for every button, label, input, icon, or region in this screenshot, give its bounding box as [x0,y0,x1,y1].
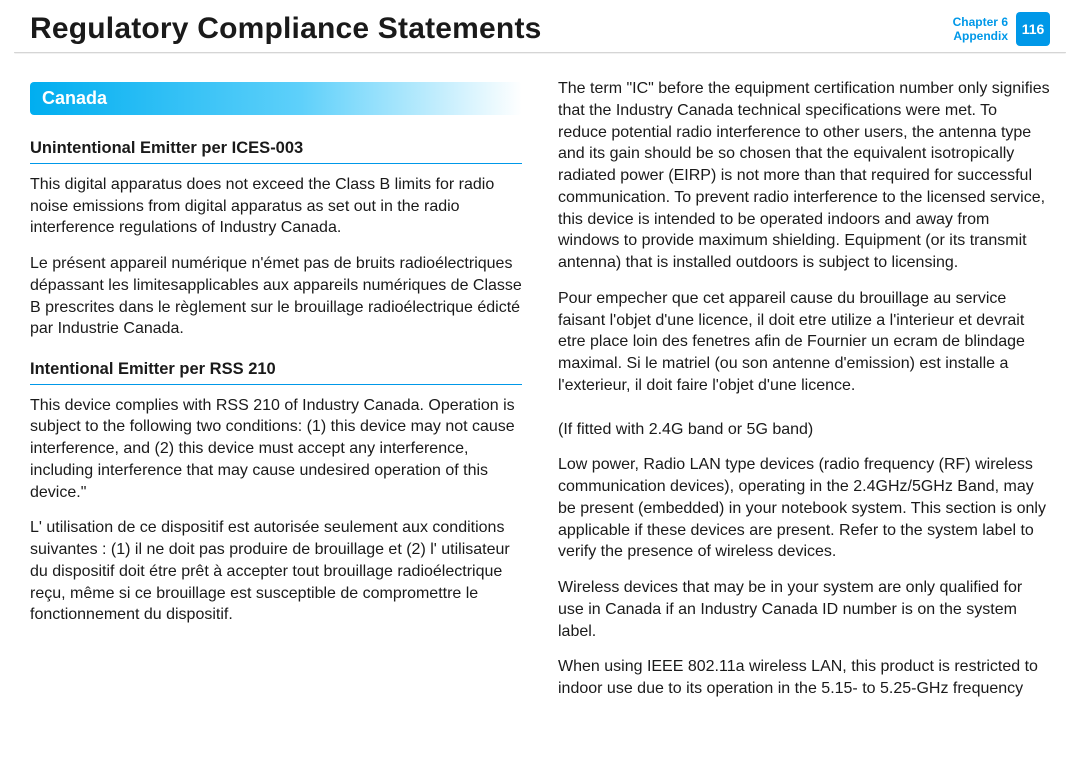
subheading-rss210: Intentional Emitter per RSS 210 [30,358,522,384]
paragraph: (If fitted with 2.4G band or 5G band) [558,419,1050,441]
paragraph: The term "IC" before the equipment certi… [558,78,1050,274]
chapter-line-2: Appendix [953,29,1008,43]
paragraph: When using IEEE 802.11a wireless LAN, th… [558,656,1050,700]
paragraph: This device complies with RSS 210 of Ind… [30,395,522,504]
paragraph: L' utilisation de ce dispositif est auto… [30,517,522,626]
paragraph: Pour empecher que cet appareil cause du … [558,288,1050,397]
page-header: Regulatory Compliance Statements Chapter… [0,0,1080,46]
left-column: Canada Unintentional Emitter per ICES-00… [30,82,522,714]
paragraph: Wireless devices that may be in your sys… [558,577,1050,642]
paragraph: Low power, Radio LAN type devices (radio… [558,454,1050,563]
right-column: The term "IC" before the equipment certi… [558,82,1050,714]
chapter-line-1: Chapter 6 [953,15,1008,29]
section-banner-canada: Canada [30,82,522,115]
page-number-badge: 116 [1016,12,1050,46]
paragraph: This digital apparatus does not exceed t… [30,174,522,239]
paragraph: Le présent appareil numérique n'émet pas… [30,253,522,340]
content-columns: Canada Unintentional Emitter per ICES-00… [0,54,1080,714]
chapter-text: Chapter 6 Appendix [953,15,1008,44]
chapter-indicator: Chapter 6 Appendix 116 [953,12,1050,46]
subheading-ices003: Unintentional Emitter per ICES-003 [30,137,522,163]
page-title: Regulatory Compliance Statements [30,12,542,46]
